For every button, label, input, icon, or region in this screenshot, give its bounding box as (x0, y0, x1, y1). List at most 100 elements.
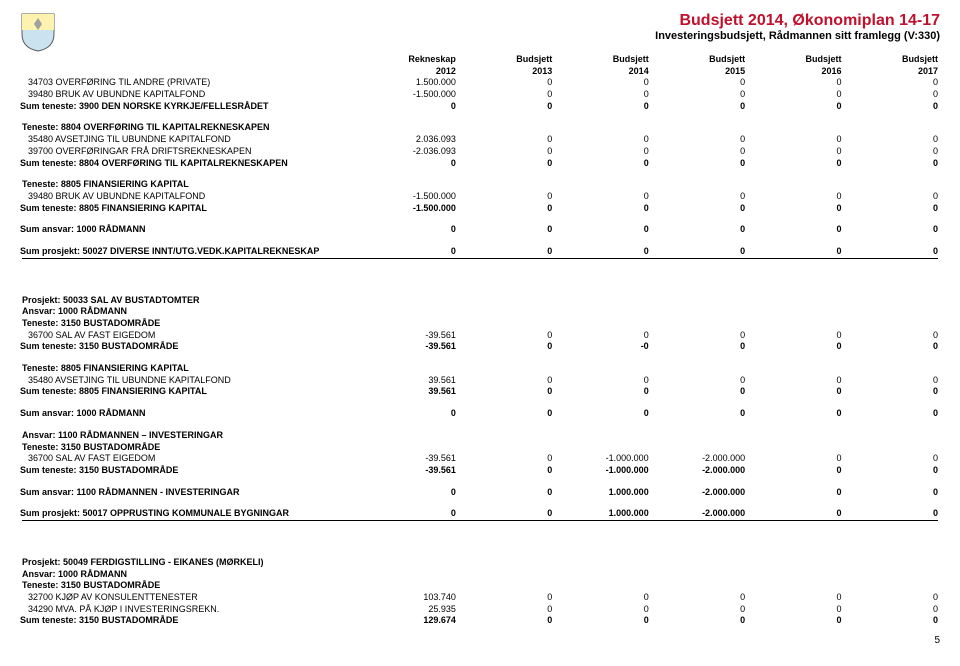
table-row: Sum teneste: 8804 OVERFØRING TIL KAPITAL… (20, 158, 940, 170)
value-cell: 0 (844, 203, 940, 215)
value-cell: 0 (554, 408, 650, 420)
table-row: Sum teneste: 3150 BUSTADOMRÅDE129.674000… (20, 615, 940, 627)
value-cell: 0 (651, 146, 747, 158)
value-cell: 0 (361, 408, 457, 420)
value-cell: 0 (554, 77, 650, 89)
heading-label: Teneste: 8805 FINANSIERING KAPITAL (20, 363, 940, 375)
value-cell: 0 (554, 330, 650, 342)
heading-label: Teneste: 3150 BUSTADOMRÅDE (20, 442, 940, 454)
value-cell: -1.500.000 (361, 89, 457, 101)
spacer (20, 169, 940, 179)
table-row: 34290 MVA. PÅ KJØP I INVESTERINGSREKN.25… (20, 604, 940, 616)
value-cell: 0 (844, 77, 940, 89)
heading-label: Ansvar: 1000 RÅDMANN (20, 569, 940, 581)
value-cell: 2.036.093 (361, 134, 457, 146)
table-row: 35480 AVSETJING TIL UBUNDNE KAPITALFOND2… (20, 134, 940, 146)
table-row: Sum teneste: 3900 DEN NORSKE KYRKJE/FELL… (20, 101, 940, 113)
value-cell: 0 (747, 191, 843, 203)
value-cell: 0 (554, 203, 650, 215)
section-heading: Teneste: 8804 OVERFØRING TIL KAPITALREKN… (20, 122, 940, 134)
sub-title: Investeringsbudsjett, Rådmannen sitt fra… (655, 30, 940, 42)
value-cell: 0 (554, 146, 650, 158)
col-h1-l1: Rekneskap (361, 54, 457, 66)
value-cell: 0 (747, 158, 843, 170)
value-cell: 0 (747, 89, 843, 101)
value-cell: 0 (458, 508, 554, 520)
value-cell: 0 (651, 341, 747, 353)
value-cell: 0 (844, 465, 940, 477)
table-row: Sum teneste: 3150 BUSTADOMRÅDE-39.5610-1… (20, 465, 940, 477)
page-header: Budsjett 2014, Økonomiplan 14-17 Investe… (20, 12, 940, 52)
row-label: 36700 SAL AV FAST EIGEDOM (20, 330, 361, 342)
value-cell: 0 (844, 134, 940, 146)
value-cell: 0 (651, 386, 747, 398)
table-row: Sum ansvar: 1000 RÅDMANN000000 (20, 408, 940, 420)
row-label: Sum ansvar: 1000 RÅDMANN (20, 224, 361, 236)
value-cell: -39.561 (361, 465, 457, 477)
value-cell: 0 (458, 408, 554, 420)
value-cell: 0 (844, 408, 940, 420)
value-cell: 0 (554, 158, 650, 170)
value-cell: 0 (554, 246, 650, 258)
section-heading: Teneste: 3150 BUSTADOMRÅDE (20, 318, 940, 330)
value-cell: 0 (844, 341, 940, 353)
row-label: Sum ansvar: 1100 RÅDMANNEN - INVESTERING… (20, 487, 361, 499)
page-container: Budsjett 2014, Økonomiplan 14-17 Investe… (0, 0, 960, 666)
spacer (20, 521, 940, 557)
value-cell: -2.036.093 (361, 146, 457, 158)
row-label: Sum teneste: 8805 FINANSIERING KAPITAL (20, 203, 361, 215)
row-label: Sum teneste: 3150 BUSTADOMRÅDE (20, 465, 361, 477)
row-label: Sum teneste: 8804 OVERFØRING TIL KAPITAL… (20, 158, 361, 170)
row-label: 34290 MVA. PÅ KJØP I INVESTERINGSREKN. (20, 604, 361, 616)
page-number: 5 (20, 635, 940, 646)
value-cell: -2.000.000 (651, 465, 747, 477)
row-label: 39480 BRUK AV UBUNDNE KAPITALFOND (20, 191, 361, 203)
row-label: 35480 AVSETJING TIL UBUNDNE KAPITALFOND (20, 134, 361, 146)
heading-label: Prosjekt: 50033 SAL AV BUSTADTOMTER (20, 295, 940, 307)
value-cell: 1.000.000 (554, 508, 650, 520)
value-cell: 0 (458, 592, 554, 604)
row-label: Sum teneste: 3900 DEN NORSKE KYRKJE/FELL… (20, 101, 361, 113)
value-cell: 0 (747, 604, 843, 616)
heading-label: Ansvar: 1000 RÅDMANN (20, 306, 940, 318)
row-label: Sum ansvar: 1000 RÅDMANN (20, 408, 361, 420)
value-cell: -1.500.000 (361, 203, 457, 215)
value-cell: 0 (554, 89, 650, 101)
value-cell: 0 (554, 134, 650, 146)
spacer (20, 259, 940, 295)
main-title: Budsjett 2014, Økonomiplan 14-17 (655, 12, 940, 30)
value-cell: 0 (361, 487, 457, 499)
row-label: Sum teneste: 3150 BUSTADOMRÅDE (20, 341, 361, 353)
spacer (20, 112, 940, 122)
table-row: 39480 BRUK AV UBUNDNE KAPITALFOND-1.500.… (20, 89, 940, 101)
table-body: 34703 OVERFØRING TIL ANDRE (PRIVATE)1.50… (20, 77, 940, 627)
row-label: Sum prosjekt: 50027 DIVERSE INNT/UTG.VED… (20, 246, 361, 258)
value-cell: 0 (554, 191, 650, 203)
table-row: 34703 OVERFØRING TIL ANDRE (PRIVATE)1.50… (20, 77, 940, 89)
value-cell: 0 (747, 224, 843, 236)
value-cell: 0 (458, 453, 554, 465)
value-cell: 0 (844, 246, 940, 258)
value-cell: 0 (458, 341, 554, 353)
value-cell: 0 (844, 453, 940, 465)
value-cell: 0 (747, 330, 843, 342)
col-h4-l1: Budsjett (651, 54, 747, 66)
col-h2-l2: 2013 (458, 66, 554, 78)
value-cell: -2.000.000 (651, 508, 747, 520)
table-row: Sum teneste: 8805 FINANSIERING KAPITAL-1… (20, 203, 940, 215)
row-label: Sum prosjekt: 50017 OPPRUSTING KOMMUNALE… (20, 508, 361, 520)
value-cell: 0 (651, 330, 747, 342)
value-cell: 0 (554, 604, 650, 616)
value-cell: 0 (844, 386, 940, 398)
value-cell: 0 (361, 508, 457, 520)
table-row: 35480 AVSETJING TIL UBUNDNE KAPITALFOND3… (20, 375, 940, 387)
value-cell: 103.740 (361, 592, 457, 604)
budget-table: Rekneskap Budsjett Budsjett Budsjett Bud… (20, 54, 940, 627)
row-label: 32700 KJØP AV KONSULENTTENESTER (20, 592, 361, 604)
row-label: Sum teneste: 3150 BUSTADOMRÅDE (20, 615, 361, 627)
value-cell: 0 (747, 246, 843, 258)
section-heading: Prosjekt: 50033 SAL AV BUSTADTOMTER (20, 295, 940, 307)
value-cell: 0 (747, 453, 843, 465)
value-cell: 0 (651, 158, 747, 170)
value-cell: 0 (747, 203, 843, 215)
